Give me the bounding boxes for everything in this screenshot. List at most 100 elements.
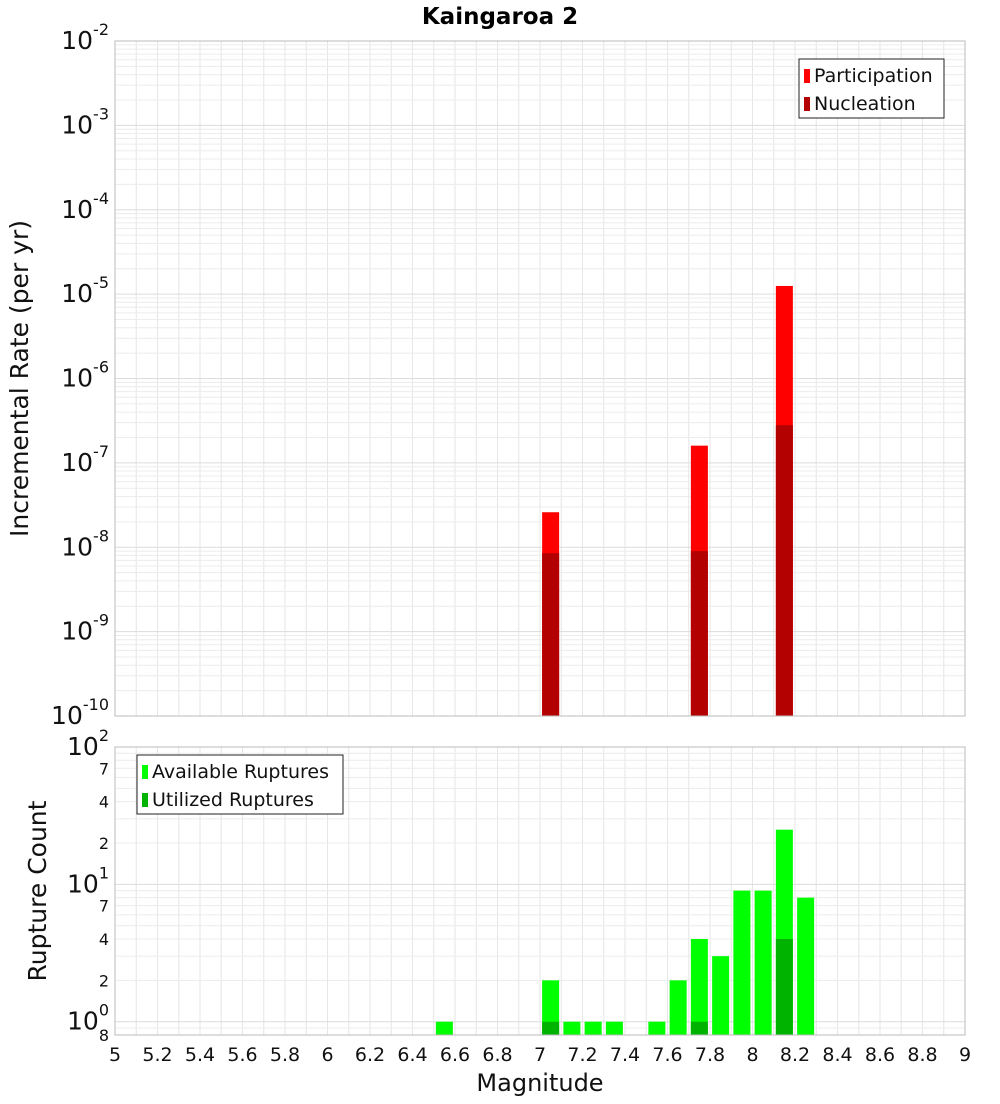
y-tick-exponent: 1	[99, 863, 109, 882]
y-tick-base: 10	[61, 26, 93, 55]
y-tick-label: 2	[99, 834, 109, 853]
nucleation-bar	[775, 425, 793, 716]
top-y-axis-label: Incremental Rate (per yr)	[5, 220, 34, 537]
utilized-bar	[690, 1021, 708, 1035]
legend-swatch	[142, 793, 148, 807]
y-tick-base: 7	[99, 759, 109, 778]
x-tick-label: 8	[746, 1044, 758, 1066]
y-tick-label: 4	[99, 930, 109, 949]
y-tick-base: 10	[61, 195, 93, 224]
utilized-series	[542, 939, 793, 1035]
y-tick-exponent: -9	[93, 611, 109, 630]
y-tick-base: 8	[99, 1026, 109, 1045]
available-bar	[584, 1021, 602, 1035]
y-tick-label: 10-5	[61, 273, 109, 308]
y-tick-label: 101	[67, 863, 109, 898]
legend-swatch	[804, 69, 810, 83]
available-bar	[605, 1021, 623, 1035]
legend-label: Available Ruptures	[152, 761, 329, 783]
x-ticks: 5 5.2 5.4 5.6 5.8 6 6.2 6.4 6.6 6.8 7 7.2 7.4 7.6 7.8 8…	[109, 1044, 971, 1066]
y-tick-base: 10	[61, 364, 93, 393]
available-series	[435, 829, 815, 1035]
x-tick-label: 7.8	[695, 1044, 725, 1066]
nucleation-bar	[542, 553, 560, 716]
x-tick-label: 5.4	[185, 1044, 215, 1066]
y-tick-label: 7	[99, 897, 109, 916]
bottom-plot-frame	[114, 746, 966, 1036]
y-tick-exponent: -5	[93, 273, 109, 292]
y-tick-base: 10	[61, 110, 93, 139]
y-tick-exponent: -8	[93, 526, 109, 545]
y-tick-label: 7	[99, 759, 109, 778]
x-tick-label: 6	[321, 1044, 333, 1066]
y-tick-exponent: -3	[93, 104, 109, 123]
legend-swatch	[142, 765, 148, 779]
y-tick-exponent: -4	[93, 189, 109, 208]
x-tick-label: 5	[109, 1044, 121, 1066]
y-tick-base: 10	[67, 1007, 99, 1036]
x-tick-label: 7.2	[567, 1044, 597, 1066]
y-tick-label: 100	[67, 1001, 109, 1036]
bottom-legend: Available Ruptures Utilized Ruptures	[136, 754, 344, 815]
utilized-bar	[542, 1021, 560, 1035]
available-bar	[648, 1021, 666, 1035]
available-bar	[669, 980, 687, 1035]
y-tick-exponent: -6	[93, 358, 109, 377]
y-tick-label: 10-3	[61, 104, 109, 139]
legend-frame	[136, 754, 344, 815]
x-tick-label: 6.2	[355, 1044, 385, 1066]
x-tick-label: 8.8	[907, 1044, 937, 1066]
y-tick-label: 10-8	[61, 526, 109, 561]
x-axis-label: Magnitude	[476, 1069, 603, 1097]
y-tick-base: 4	[99, 930, 109, 949]
x-tick-label: 5.8	[270, 1044, 300, 1066]
y-tick-base: 2	[99, 971, 109, 990]
y-tick-base: 2	[99, 834, 109, 853]
x-tick-label: 8.6	[865, 1044, 895, 1066]
top-legend: Participation Nucleation	[798, 58, 945, 119]
y-tick-base: 10	[67, 869, 99, 898]
available-bar	[563, 1021, 581, 1035]
available-bar	[712, 956, 730, 1035]
available-bar	[542, 980, 560, 1035]
available-bar	[754, 890, 772, 1035]
legend-label: Utilized Ruptures	[152, 789, 314, 811]
x-tick-label: 9	[959, 1044, 971, 1066]
y-tick-exponent: 0	[99, 1001, 109, 1020]
bottom-y-axis-label: Rupture Count	[23, 800, 52, 981]
legend-swatch	[804, 97, 810, 111]
y-tick-base: 10	[61, 279, 93, 308]
y-tick-base: 10	[61, 617, 93, 646]
nucleation-series	[542, 425, 793, 716]
legend-frame	[798, 58, 945, 119]
y-tick-label: 10-9	[61, 611, 109, 646]
y-tick-base: 10	[61, 532, 93, 561]
available-bar	[690, 939, 708, 1035]
legend-label: Nucleation	[814, 93, 916, 115]
chart-title: Kaingaroa 2	[422, 4, 578, 30]
legend-label: Participation	[814, 65, 933, 87]
top-plot-frame	[114, 40, 966, 717]
y-tick-base: 10	[51, 701, 83, 730]
utilized-bar	[775, 939, 793, 1035]
y-tick-label: 102	[67, 726, 109, 761]
x-tick-label: 6.8	[482, 1044, 512, 1066]
available-bar	[435, 1021, 453, 1035]
x-tick-label: 7.6	[652, 1044, 682, 1066]
y-tick-base: 10	[67, 732, 99, 761]
y-tick-label: 8	[99, 1026, 109, 1045]
y-tick-label: 10-4	[61, 189, 109, 224]
top-grid	[115, 41, 965, 716]
y-tick-base: 4	[99, 793, 109, 812]
available-bar	[733, 890, 751, 1035]
y-tick-label: 2	[99, 971, 109, 990]
x-tick-label: 5.6	[227, 1044, 257, 1066]
y-tick-exponent: 2	[99, 726, 109, 745]
x-tick-label: 6.4	[397, 1044, 427, 1066]
nucleation-bar	[690, 551, 708, 716]
y-tick-exponent: -10	[83, 695, 109, 714]
x-tick-label: 7	[534, 1044, 546, 1066]
